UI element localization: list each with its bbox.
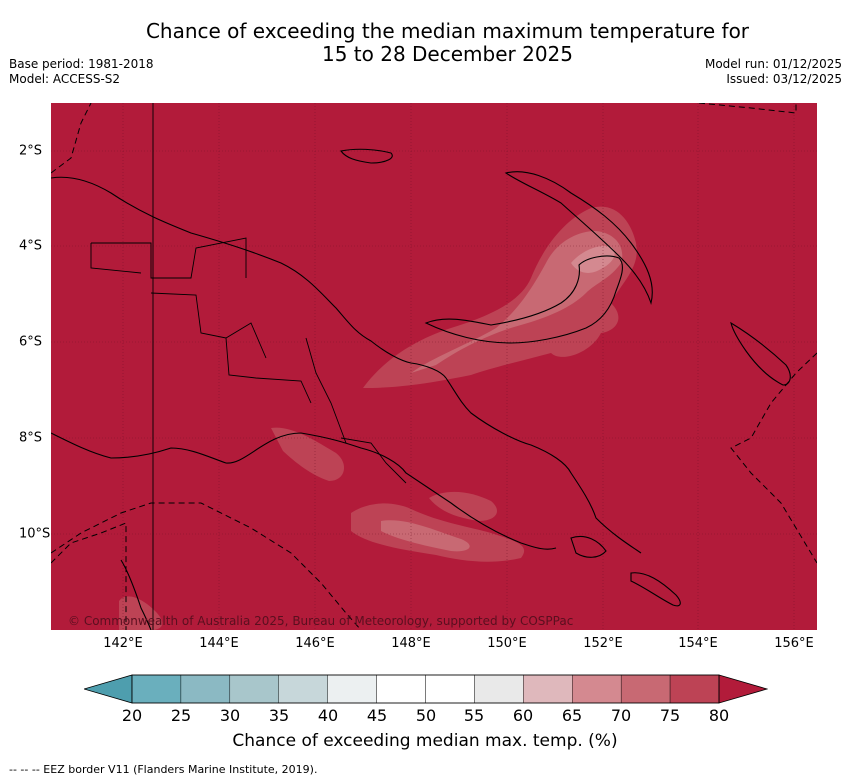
colorbar-segment bbox=[376, 674, 426, 704]
eez-south-bottom-left bbox=[51, 522, 127, 630]
border-province-4 bbox=[305, 337, 347, 444]
colorbar-segments bbox=[131, 674, 720, 704]
cb-tick-20: 20 bbox=[121, 706, 143, 725]
coastline-bougainville bbox=[730, 321, 791, 386]
colorbar-label: Chance of exceeding median max. temp. (%… bbox=[232, 731, 618, 751]
cb-tick-65: 65 bbox=[561, 706, 583, 725]
coastline-fergusson bbox=[570, 535, 607, 558]
lat-tick-10s: 10°S bbox=[19, 526, 51, 542]
coastline-new-britain bbox=[424, 255, 623, 344]
lon-tick-142: 142°E bbox=[103, 636, 143, 651]
border-province-6 bbox=[340, 437, 407, 484]
eez-borders bbox=[51, 103, 817, 630]
coastline-png-east-tail bbox=[445, 377, 642, 554]
plume-southwest-outer bbox=[119, 596, 163, 630]
eez-legend: -- -- -- EEZ border V11 (Flanders Marine… bbox=[9, 763, 318, 776]
colorbar-segment bbox=[620, 674, 671, 704]
forecast-map: © Commonwealth of Australia 2025, Bureau… bbox=[51, 103, 817, 630]
lon-tick-144: 144°E bbox=[199, 636, 239, 651]
model-label: Model: ACCESS-S2 bbox=[9, 72, 121, 86]
colorbar-segment bbox=[425, 674, 475, 704]
map-svg: © Commonwealth of Australia 2025, Bureau… bbox=[51, 103, 817, 630]
meta-left: Base period: 1981-2018 Model: ACCESS-S2 bbox=[9, 57, 154, 87]
lat-tick-8s: 8°S bbox=[19, 430, 43, 446]
probability-plumes bbox=[119, 206, 637, 630]
colorbar-segment bbox=[180, 674, 231, 704]
cb-tick-70: 70 bbox=[610, 706, 632, 725]
plume-new-britain-mid bbox=[411, 231, 623, 373]
model-run-label: Model run: 01/12/2025 bbox=[704, 57, 842, 71]
colorbar-frame bbox=[131, 674, 720, 704]
border-province-5 bbox=[90, 243, 142, 274]
lat-tick-6s: 6°S bbox=[19, 334, 43, 350]
eez-northwest bbox=[51, 103, 92, 174]
cb-tick-45: 45 bbox=[366, 706, 388, 725]
coastline-australia bbox=[120, 559, 152, 630]
cb-tick-80: 80 bbox=[708, 706, 730, 725]
cb-tick-60: 60 bbox=[512, 706, 534, 725]
title-line-1: Chance of exceeding the median maximum t… bbox=[145, 19, 750, 43]
map-copyright: © Commonwealth of Australia 2025, Bureau… bbox=[68, 614, 573, 628]
colorbar-segment bbox=[474, 674, 524, 704]
lon-tick-154: 154°E bbox=[678, 636, 718, 651]
title-line-2: 15 to 28 December 2025 bbox=[321, 42, 573, 66]
colorbar-segment bbox=[669, 674, 720, 704]
plume-south-coast-mid bbox=[381, 520, 470, 552]
colorbar-segment bbox=[131, 674, 182, 704]
lat-tick-2s: 2°S bbox=[19, 143, 43, 159]
border-province-3 bbox=[225, 337, 312, 404]
coastline-new-ireland bbox=[504, 171, 653, 305]
lon-tick-156: 156°E bbox=[774, 636, 814, 651]
cb-tick-25: 25 bbox=[170, 706, 192, 725]
colorbar-segment bbox=[523, 674, 573, 704]
plume-central-outer bbox=[271, 427, 345, 481]
border-province-2 bbox=[150, 292, 267, 359]
lon-tick-148: 148°E bbox=[391, 636, 431, 651]
colorbar-segment bbox=[278, 674, 328, 704]
lon-tick-146: 146°E bbox=[295, 636, 335, 651]
base-period-label: Base period: 1981-2018 bbox=[9, 57, 154, 71]
lon-tick-152: 152°E bbox=[583, 636, 623, 651]
colorbar-svg bbox=[82, 674, 769, 704]
colorbar-segment bbox=[327, 674, 377, 704]
colorbar-segment bbox=[229, 674, 279, 704]
eez-northeast bbox=[698, 103, 797, 114]
coastline-new-guinea-south bbox=[51, 432, 557, 550]
colorbar bbox=[82, 674, 769, 704]
cb-tick-75: 75 bbox=[659, 706, 681, 725]
coastlines bbox=[51, 148, 791, 630]
map-gridlines bbox=[51, 103, 817, 630]
cb-tick-40: 40 bbox=[317, 706, 339, 725]
colorbar-segment bbox=[572, 674, 622, 704]
lon-tick-150: 150°E bbox=[487, 636, 527, 651]
colorbar-under-arrow bbox=[82, 674, 133, 704]
cb-tick-30: 30 bbox=[219, 706, 241, 725]
meta-right: Model run: 01/12/2025 Issued: 03/12/2025 bbox=[705, 57, 842, 87]
lat-tick-4s: 4°S bbox=[19, 238, 43, 254]
issued-label: Issued: 03/12/2025 bbox=[726, 72, 842, 86]
coastline-louisiade bbox=[630, 572, 681, 607]
eez-southwest bbox=[51, 502, 362, 630]
eez-east bbox=[730, 352, 817, 564]
cb-tick-50: 50 bbox=[415, 706, 437, 725]
coastline-manus bbox=[340, 148, 393, 164]
map-title: Chance of exceeding the median maximum t… bbox=[0, 20, 850, 66]
colorbar-over-arrow bbox=[718, 674, 769, 704]
plume-new-britain-inner bbox=[571, 245, 615, 273]
cb-tick-55: 55 bbox=[463, 706, 485, 725]
cb-tick-35: 35 bbox=[268, 706, 290, 725]
border-province-1 bbox=[91, 237, 247, 279]
coastline-new-guinea-north bbox=[51, 176, 447, 379]
political-borders bbox=[90, 103, 407, 630]
